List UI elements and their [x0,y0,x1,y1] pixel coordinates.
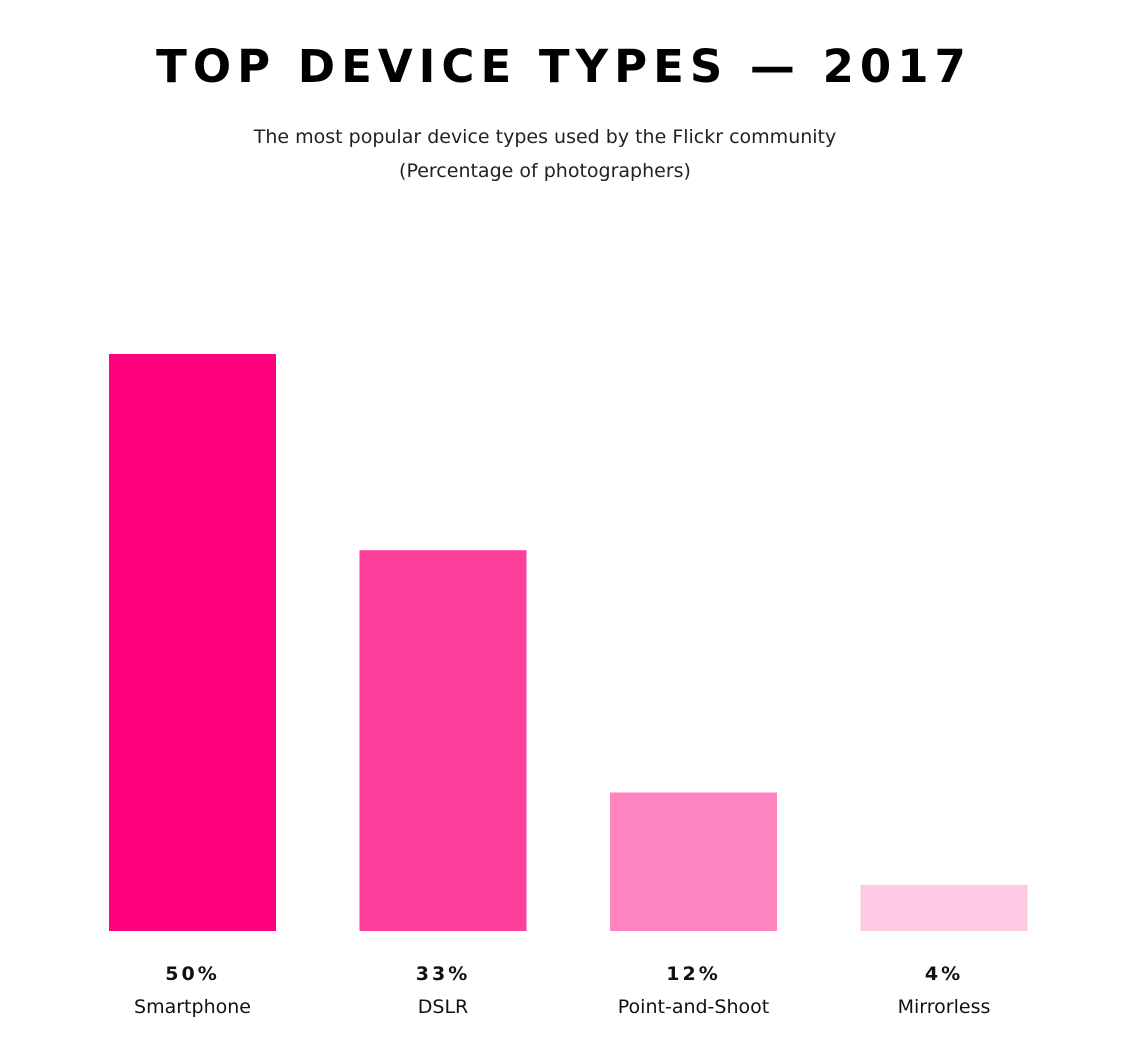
bar-dslr [359,550,527,931]
chart-subtitle-line-1: The most popular device types used by th… [253,126,837,148]
category-label-point-and-shoot: Point-and-Shoot [618,996,769,1018]
value-label-smartphone: 50% [165,963,219,985]
category-label-mirrorless: Mirrorless [898,996,991,1018]
value-label-point-and-shoot: 12% [666,963,720,985]
bar-smartphone [109,354,276,931]
bars-group [109,354,1028,931]
category-label-dslr: DSLR [418,996,468,1018]
bar-point-and-shoot [610,792,777,931]
chart-title: TOP DEVICE TYPES — 2017 [156,40,972,93]
labels-group: 50% Smartphone 33% DSLR 12% Point-and-Shoot 4%… [134,963,990,1018]
bar-mirrorless [860,884,1028,931]
category-label-smartphone: Smartphone [134,996,251,1018]
value-label-dslr: 33% [416,963,470,985]
value-label-mirrorless: 4% [925,963,963,985]
chart-subtitle-line-2: (Percentage of photographers) [399,160,691,182]
